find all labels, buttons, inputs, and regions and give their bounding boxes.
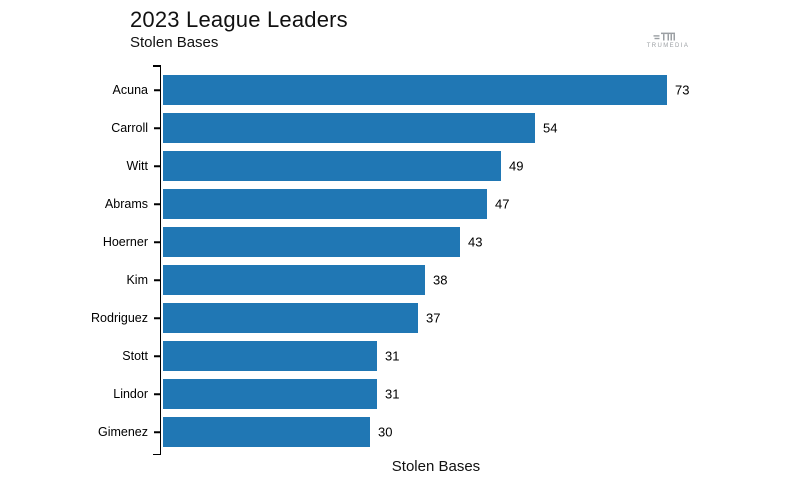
value-label: 37 [426,310,441,326]
bar-row: Kim 38 [126,265,701,295]
plot-area: Acuna 73 Carroll 54 Witt 49 Abrams 47 Hoerner 43 K… [91,65,701,455]
player-label: Lindor [113,387,148,401]
y-axis-tick [154,355,161,357]
x-axis-title: Stolen Bases [391,458,481,475]
stolen-bases-bar [163,379,377,409]
y-axis-tick [154,431,161,433]
player-label: Hoerner [102,235,148,249]
stolen-bases-bar [163,75,667,105]
value-label: 31 [385,348,400,364]
bar-row: Gimenez 30 [98,417,701,447]
y-axis-tick [154,393,161,395]
y-axis-tick [154,317,161,319]
y-axis-tick [154,203,161,205]
player-label: Kim [126,273,148,287]
y-axis-tick [154,165,161,167]
trumedia-logo-text: TRUMEDIA [646,43,690,49]
y-axis-tick [154,89,161,91]
value-label: 43 [468,234,483,250]
stolen-bases-bar [163,189,487,219]
bar-row: Acuna 73 [113,75,701,105]
stolen-bases-bar [163,417,370,447]
stolen-bases-bar [163,113,535,143]
player-label: Witt [126,159,148,173]
value-label: 38 [433,272,448,288]
value-label: 49 [509,158,524,174]
stolen-bases-bar [163,303,418,333]
value-label: 30 [378,424,393,440]
trumedia-logo-icon [643,31,693,42]
trumedia-logo: TRUMEDIA [643,31,693,49]
bar-row: Witt 49 [126,151,701,181]
chart-title: 2023 League Leaders [130,7,348,32]
value-label: 47 [495,196,510,212]
bar-row: Carroll 54 [111,113,701,143]
stolen-bases-bar [163,341,377,371]
bar-row: Rodriguez 37 [91,303,701,333]
bar-row: Stott 31 [122,341,701,371]
value-label: 54 [543,120,558,136]
stolen-bases-bar [163,151,501,181]
chart-subtitle: Stolen Bases [130,34,219,51]
y-axis-tick [154,241,161,243]
bar-row: Hoerner 43 [103,227,701,257]
player-label: Gimenez [97,425,148,439]
bar-row: Lindor 31 [113,379,701,409]
y-axis-tick [154,279,161,281]
player-label: Rodriguez [91,311,148,325]
value-label: 31 [385,386,400,402]
stolen-bases-bar [163,265,425,295]
player-label: Abrams [104,197,148,211]
y-axis-tick [154,127,161,129]
stolen-bases-bar [163,227,460,257]
bar-row: Abrams 47 [105,189,701,219]
player-label: Stott [122,349,148,363]
value-label: 73 [675,82,690,98]
player-label: Acuna [112,83,148,97]
player-label: Carroll [111,121,148,135]
